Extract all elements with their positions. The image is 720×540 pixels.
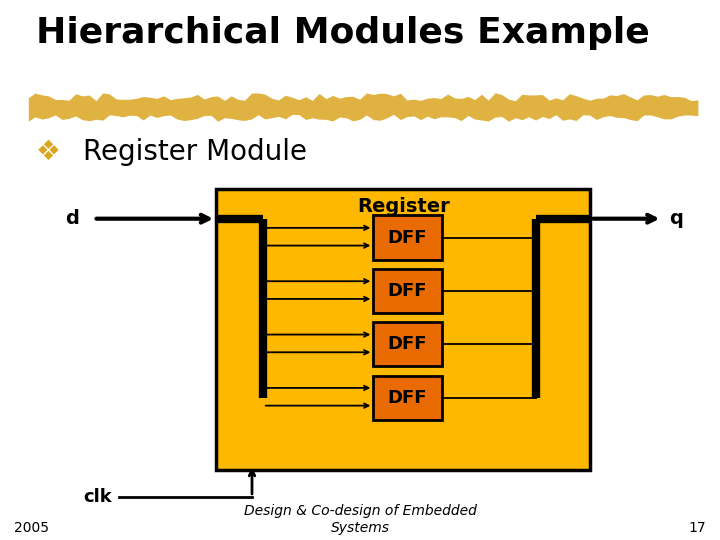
Text: clk: clk <box>83 488 112 506</box>
Polygon shape <box>29 93 698 122</box>
Text: q: q <box>670 209 683 228</box>
Text: Register: Register <box>357 197 449 216</box>
Text: 2005: 2005 <box>14 521 50 535</box>
Text: 17: 17 <box>688 521 706 535</box>
Bar <box>373 375 441 420</box>
Text: ❖: ❖ <box>36 138 61 166</box>
Bar <box>373 215 441 260</box>
Text: DFF: DFF <box>387 282 427 300</box>
Text: DFF: DFF <box>387 335 427 353</box>
Text: Register Module: Register Module <box>83 138 307 166</box>
Text: Hierarchical Modules Example: Hierarchical Modules Example <box>36 16 649 50</box>
Text: d: d <box>66 209 79 228</box>
Text: Design & Co-design of Embedded
Systems: Design & Co-design of Embedded Systems <box>243 504 477 535</box>
Text: DFF: DFF <box>387 228 427 247</box>
Bar <box>373 322 441 367</box>
Text: DFF: DFF <box>387 389 427 407</box>
Bar <box>373 269 441 313</box>
Bar <box>216 189 590 470</box>
